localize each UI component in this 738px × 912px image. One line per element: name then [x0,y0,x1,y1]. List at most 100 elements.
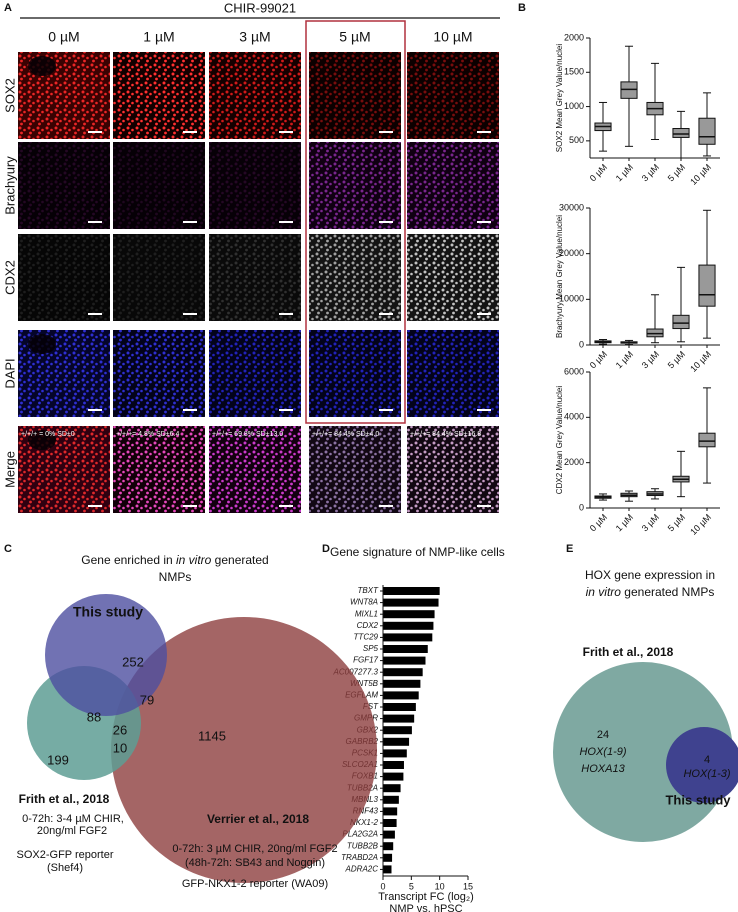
bar [383,679,421,688]
bar-label: TUBB2B [347,841,379,850]
venn-count: 4 [704,754,710,766]
bar-label: SP5 [363,644,379,653]
micrograph-signal [113,142,205,229]
micrograph-signal [113,234,205,321]
y-tick-label: 2000 [564,457,584,467]
row-label: SOX2 [2,78,17,113]
column-header: 3 µM [239,29,270,45]
x-tick-label: 0 µM [588,349,609,370]
set-note: (48h-72h: SB43 and Noggin) [185,857,325,869]
set-label: This study [73,604,143,620]
bar [383,726,412,735]
bar [383,819,397,827]
panel-letter: A [4,2,12,14]
venn-title-part: generated [211,553,268,567]
bar-label: TBXT [358,586,380,595]
y-tick-label: 0 [579,339,584,349]
bar [383,795,399,804]
micrograph-void [28,56,56,76]
bar [383,761,404,769]
merge-label: +/+/+= 69.8% SD±13.0 [212,431,283,438]
venn-title-part: Gene enriched in [81,553,176,567]
venn-title: Gene enriched in in vitro generated [81,553,268,567]
venn-set [45,594,167,716]
bar-label: TTC29 [354,633,379,642]
micrograph-signal [407,52,499,139]
x-tick-label: 1 µM [614,349,635,370]
bar-label: NKX1-2 [350,818,379,827]
venn-set [666,727,738,803]
merge-label: +/+/+= 4.8% SD±6.4 [116,431,179,438]
y-tick-label: 6000 [564,366,584,376]
micrograph-signal [18,142,110,229]
bar-label: WNT5B [350,679,379,688]
bar [383,865,392,874]
x-tick-label: 3 µM [640,349,661,370]
bar-label: WNT8A [350,598,378,607]
bar [383,830,395,839]
bar-label: PLA2G2A [342,830,378,839]
bar-label: RNF43 [353,807,379,816]
venn-count: 10 [113,740,127,755]
set-label: Verrier et al., 2018 [207,812,309,826]
x-tick-label: 0 µM [588,162,609,183]
bar [383,621,434,630]
box [698,117,716,145]
row-label: Merge [2,451,17,488]
set-note: 20ng/ml FGF2 [37,825,107,837]
y-tick-label: 2000 [564,32,584,42]
x-tick-label: 1 µM [614,512,635,533]
bar [383,656,426,665]
box [672,128,690,138]
x-tick-label: 10 µM [688,512,713,537]
y-tick-label: 4000 [564,412,584,422]
micrograph-signal [113,330,205,417]
micrograph-signal [113,52,205,139]
merge-label: +/+/+= 84.4% SD±16.8 [410,431,481,438]
x-tick-label: 15 [463,881,473,891]
micrograph-signal [309,234,401,321]
venn-title: NMPs [159,570,192,584]
highlight-box [305,20,406,424]
x-tick-label: 5 µM [666,162,687,183]
x-tick-label: 3 µM [640,512,661,533]
bar [383,645,428,653]
column-header: 5 µM [339,29,370,45]
venn-count: 79 [140,692,154,707]
venn-title: HOX gene expression in [585,568,715,582]
bar-label: MIXL1 [355,609,378,618]
micrograph-signal [209,330,301,417]
micrograph-void [28,334,56,354]
y-axis-label: Brachyury Mean Grey Value/nuclei [555,215,564,338]
micrograph-signal [309,52,401,139]
x-tick-label: 5 [409,881,414,891]
y-tick-label: 0 [579,502,584,512]
panel-letter: B [518,2,526,14]
bar [383,807,398,816]
micrograph-void [28,430,56,450]
x-tick-label: 10 [435,881,445,891]
set-label: Frith et al., 2018 [19,792,110,806]
micrograph-signal [209,234,301,321]
set-label: Frith et al., 2018 [583,645,674,659]
bar-label: AC007277.3 [333,667,379,676]
bar-label: CDX2 [357,621,379,630]
bar [383,668,423,677]
x-tick-label: 10 µM [688,162,713,187]
panel-a-title: CHIR-99021 [224,0,296,15]
set-note: SOX2-GFP reporter [17,849,114,861]
bar-label: TRABD2A [341,853,378,862]
venn-count: 252 [122,654,144,669]
micrograph-signal [18,234,110,321]
y-tick-label: 30000 [559,202,584,212]
y-tick-label: 20000 [559,248,584,258]
venn-count: 26 [113,722,127,737]
micrograph-signal [309,330,401,417]
micrograph-signal [407,234,499,321]
x-tick-label: 0 µM [588,512,609,533]
venn-title: in vitro generated NMPs [586,585,715,599]
bar [383,737,410,746]
box [672,314,690,330]
column-header: 1 µM [143,29,174,45]
